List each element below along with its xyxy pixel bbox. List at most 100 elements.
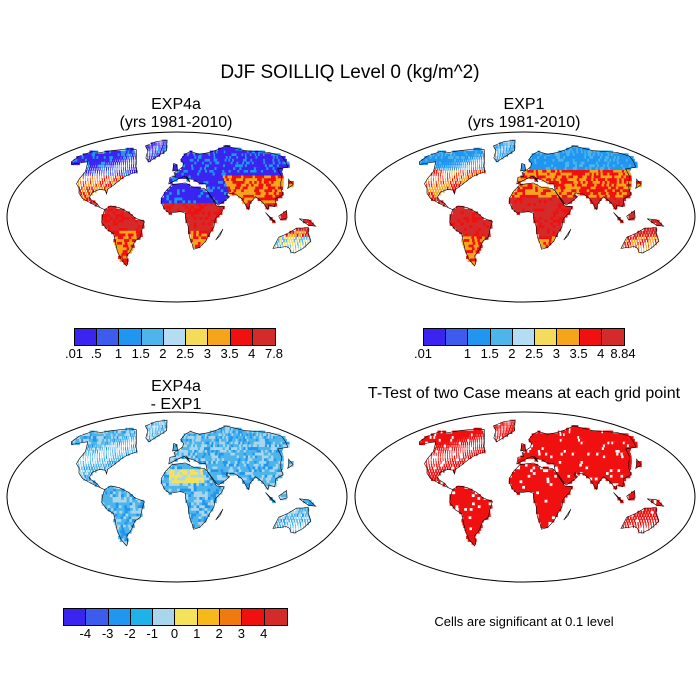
colorbar-tick-label: 2.5 <box>525 346 544 361</box>
land-grid-cells <box>419 139 662 265</box>
colorbar-cell <box>468 329 491 345</box>
ttest-title: T-Test of two Case means at each grid po… <box>352 385 696 403</box>
colorbar-cell <box>579 329 602 345</box>
map-boundary <box>354 131 696 303</box>
colorbar-cell <box>208 329 231 345</box>
colorbar-cell <box>175 609 198 625</box>
coastline <box>299 218 317 227</box>
ttest-map <box>354 411 696 583</box>
colorbar-tick-label: 2 <box>215 626 223 641</box>
coastline <box>101 485 145 547</box>
exp1-title-line1: EXP1 <box>503 96 545 113</box>
colorbar-tick-label: 1.5 <box>480 346 499 361</box>
coastline <box>509 462 573 530</box>
coastline <box>492 140 516 163</box>
coastline <box>172 163 179 172</box>
coastline <box>516 425 637 491</box>
coastline <box>101 205 145 267</box>
coastline <box>563 228 572 241</box>
colorbar-tick-label: -2 <box>124 626 136 641</box>
colorbar-tick-label: 2 <box>159 346 167 361</box>
coastline <box>71 428 138 490</box>
colorbar-tick-label: -3 <box>101 626 114 641</box>
coastline <box>161 462 225 530</box>
colorbar-tick-label: 3.5 <box>569 346 588 361</box>
coastline <box>620 226 660 254</box>
coastline <box>265 492 276 503</box>
coastline <box>647 498 665 507</box>
exp1-colorbar-labels: .01 1 1.5 2 2.5 3 3.5 4 8.84 <box>414 346 636 362</box>
diff-title-line2: - EXP1 <box>150 396 202 413</box>
land-grid-cells <box>71 139 314 265</box>
ttest-title-line1: T-Test of two Case means at each grid po… <box>367 385 681 402</box>
colorbar-cell <box>186 329 209 345</box>
coastline <box>563 508 572 521</box>
coastline <box>492 420 516 443</box>
coastline <box>265 212 276 223</box>
colorbar-cell <box>446 329 469 345</box>
colorbar-tick-label: 8.84 <box>610 346 636 361</box>
colorbar-tick-label: 1 <box>114 346 123 361</box>
colorbar-tick-label: .01 <box>413 346 433 361</box>
colorbar-cell <box>424 329 447 345</box>
coastline <box>278 489 288 501</box>
coastline <box>299 498 317 507</box>
coastline <box>278 209 288 221</box>
colorbar-cell <box>490 329 513 345</box>
colorbar-tick-label: 4 <box>248 346 256 361</box>
colorbar-tick-label: 3.5 <box>220 346 239 361</box>
colorbar-cell <box>130 609 154 625</box>
coastline <box>635 458 642 470</box>
exp1-title: EXP1 (yrs 1981-2010) <box>436 96 612 132</box>
colorbar-tick-label: 2.5 <box>176 346 195 361</box>
colorbar-cell <box>153 609 176 625</box>
colorbar-cell <box>97 329 120 345</box>
coastline <box>172 443 179 452</box>
significance-note: Cells are significant at 0.1 level <box>434 614 614 629</box>
colorbar-cell <box>86 609 109 625</box>
colorbar-cell <box>242 609 265 625</box>
exp4a-title-line1: EXP4a <box>151 96 201 113</box>
exp4a-colorbar-labels: .01 .5 1 1.5 2 2.5 3 3.5 4 7.8 <box>65 346 283 362</box>
coastline <box>613 212 624 223</box>
exp4a-colorbar <box>74 328 276 346</box>
colorbar-tick-label: 4 <box>597 346 605 361</box>
coastline <box>272 226 312 254</box>
colorbar-cell <box>119 329 142 345</box>
coastline <box>419 148 486 210</box>
coastline <box>626 209 636 221</box>
coastline <box>449 485 493 547</box>
colorbar-tick-label: .5 <box>90 346 102 361</box>
coastline <box>419 428 486 490</box>
coastline <box>647 218 665 227</box>
coastline <box>168 145 289 211</box>
coastline <box>520 163 527 172</box>
coastline <box>144 140 168 163</box>
coastline <box>287 458 294 470</box>
coastline <box>272 506 312 534</box>
colorbar-cell <box>220 609 243 625</box>
colorbar-tick-label: 3 <box>552 346 560 361</box>
colorbar-tick-label: -1 <box>146 626 158 641</box>
map-boundary <box>6 131 348 303</box>
diff-colorbar-labels: -4 -3 -2 -1 0 1 2 3 4 <box>63 626 286 642</box>
colorbar-tick-label: 1 <box>463 346 472 361</box>
diff-colorbar <box>63 608 288 626</box>
exp1-map <box>354 131 696 303</box>
coastline <box>161 182 225 250</box>
colorbar-cell <box>535 329 558 345</box>
colorbar-tick-label: 3 <box>237 626 246 641</box>
colorbar-cell <box>252 329 275 345</box>
figure-title: DJF SOILLIQ Level 0 (kg/m^2) <box>220 62 480 83</box>
colorbar-tick-label: .01 <box>64 346 84 361</box>
colorbar-tick-label: -4 <box>79 626 92 641</box>
coastline <box>635 178 642 190</box>
colorbar-tick-label: 1.5 <box>131 346 150 361</box>
exp4a-title-line2: (yrs 1981-2010) <box>119 114 233 131</box>
coastline <box>144 420 168 443</box>
colorbar-cell <box>163 329 187 345</box>
coastline <box>509 182 573 250</box>
coastline <box>520 443 527 452</box>
coastline <box>620 506 660 534</box>
map-boundary <box>6 411 348 583</box>
